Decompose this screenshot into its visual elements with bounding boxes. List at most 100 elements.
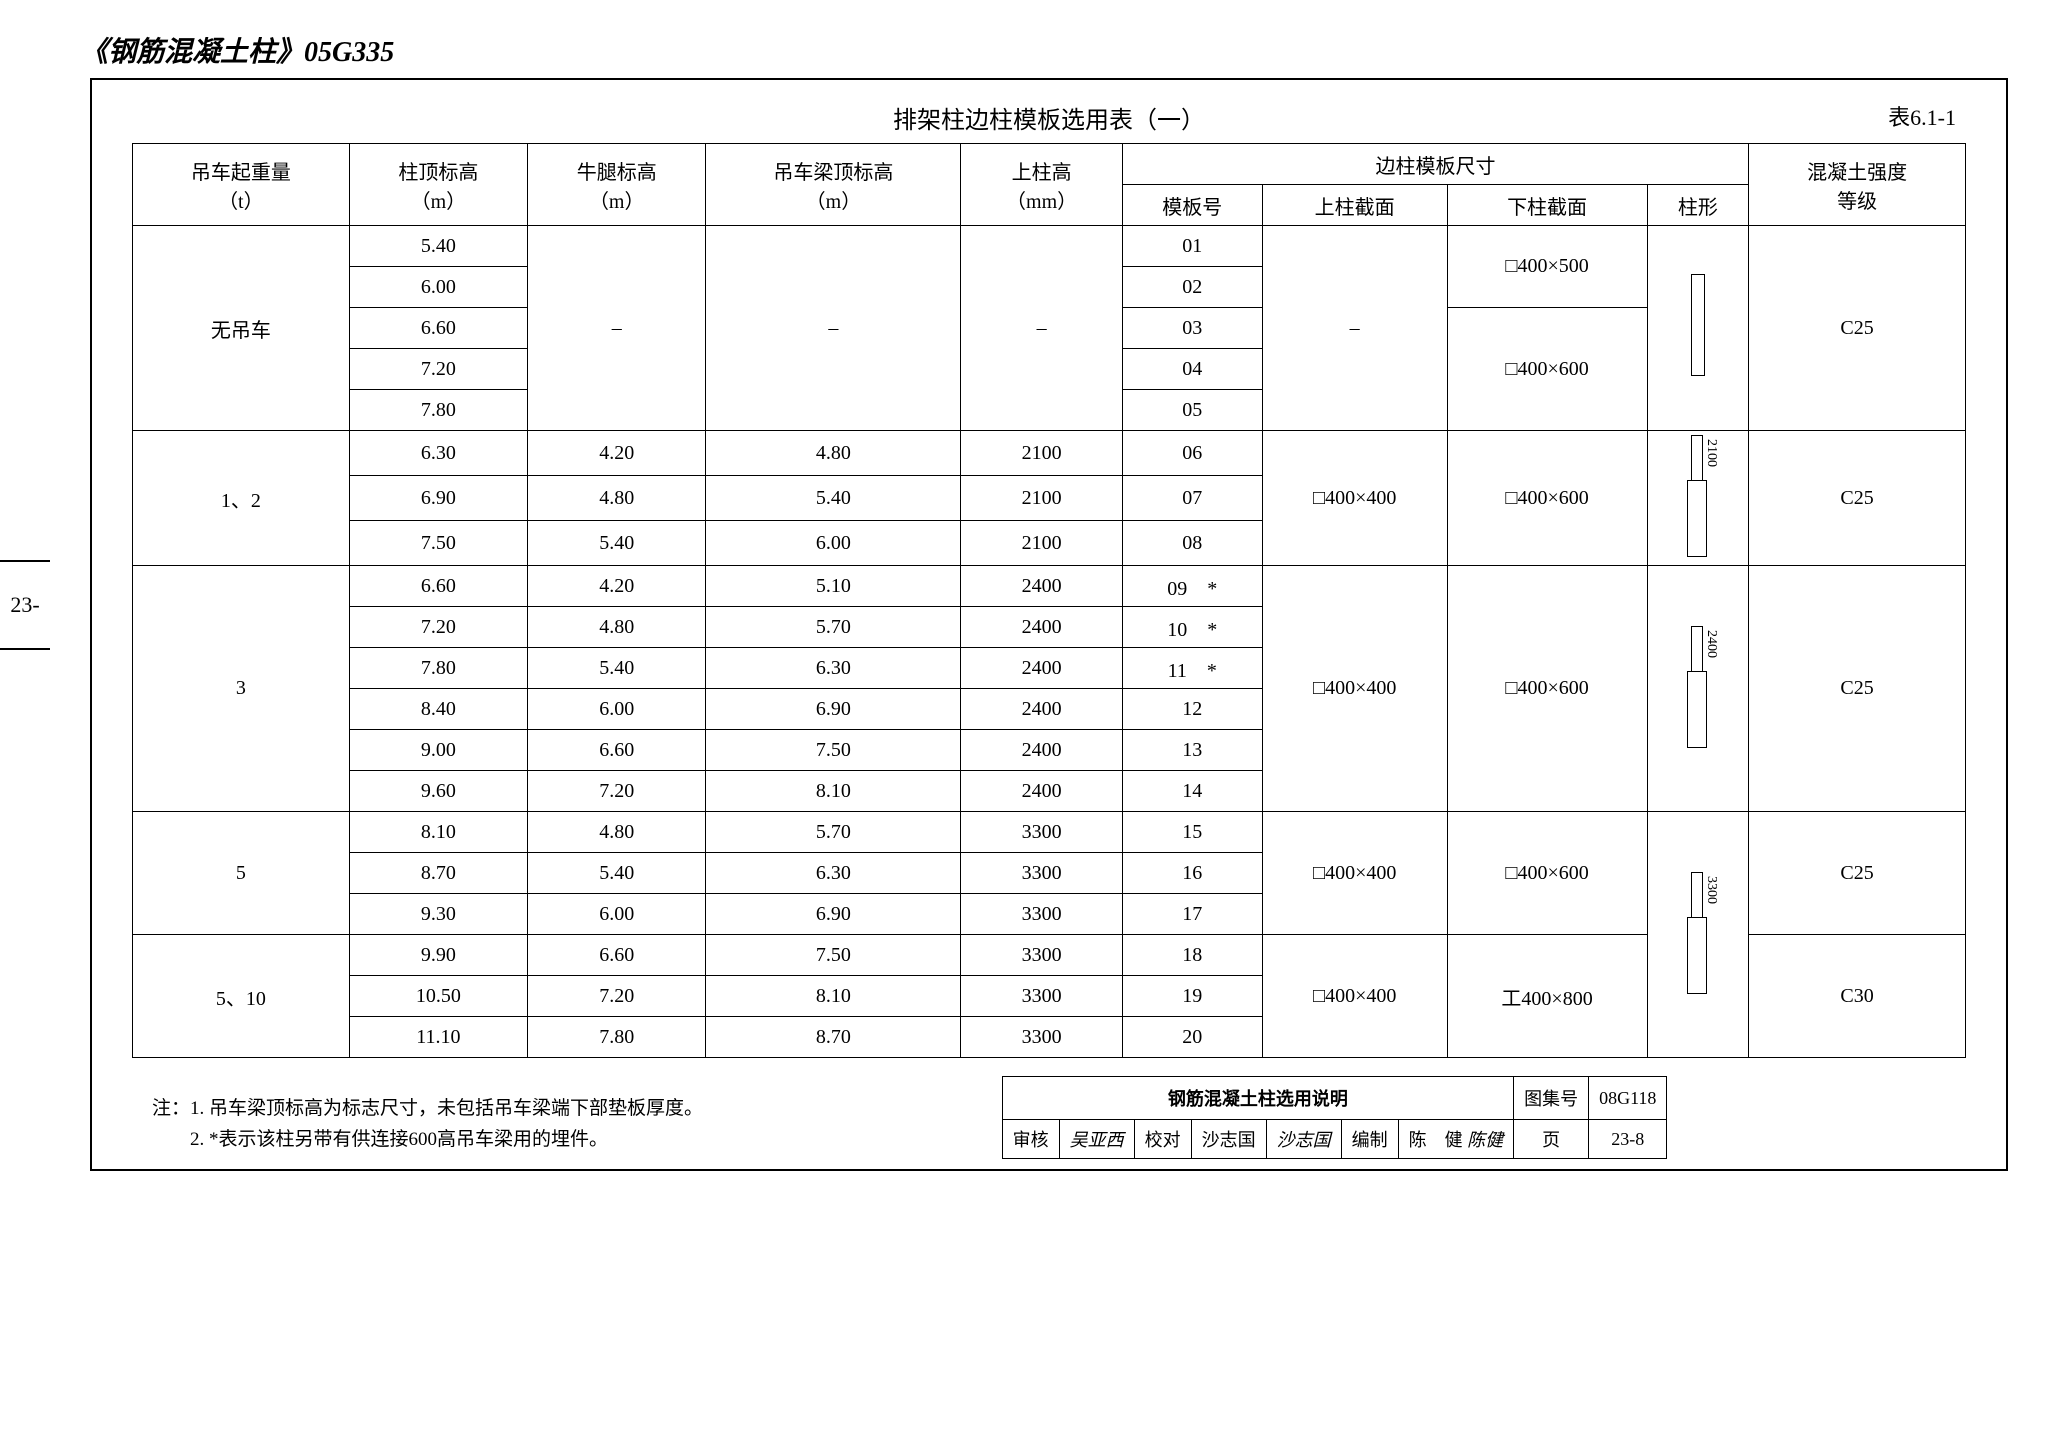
- cell-column-shape: 3300: [1647, 812, 1749, 1058]
- cell-column-shape: 2100: [1647, 431, 1749, 566]
- cell-upper-section: □400×400: [1262, 566, 1447, 812]
- notes: 注：1. 吊车梁顶标高为标志尺寸，未包括吊车梁端下部垫板厚度。 2. *表示该柱…: [152, 1094, 703, 1155]
- table-row: 无吊车5.40–––01–□400×500C25: [133, 226, 1966, 267]
- cell-top-elev: 7.80: [349, 390, 527, 431]
- cell-lower-section: □400×600: [1447, 566, 1647, 812]
- h7u: 等级: [1837, 191, 1877, 213]
- cell: 7.20: [528, 771, 706, 812]
- cell-template-no: 10 *: [1122, 607, 1262, 648]
- cell: 5.70: [706, 607, 961, 648]
- tb-check-sig: 沙志国: [1266, 1120, 1341, 1159]
- cell: 2400: [961, 771, 1122, 812]
- cell-top-elev: 6.00: [349, 267, 527, 308]
- cell-template-no: 08: [1122, 521, 1262, 566]
- cell-concrete-grade: C25: [1749, 226, 1966, 431]
- tb-draft-label: 编制: [1341, 1120, 1398, 1159]
- cell-top-elev: 6.90: [349, 476, 527, 521]
- cell-top-elev: 9.30: [349, 894, 527, 935]
- cell: 7.80: [528, 1017, 706, 1058]
- cell-template-no: 04: [1122, 349, 1262, 390]
- cell-template-no: 16: [1122, 853, 1262, 894]
- cell-top-elev: 6.60: [349, 566, 527, 607]
- cell-template-no: 12: [1122, 689, 1262, 730]
- cell-template-no: 14: [1122, 771, 1262, 812]
- cell: 4.80: [528, 476, 706, 521]
- cell: 3300: [961, 976, 1122, 1017]
- cell-template-no: 18: [1122, 935, 1262, 976]
- cell: 2100: [961, 521, 1122, 566]
- h6a: 模板号: [1122, 185, 1262, 226]
- h2: 柱顶标高: [398, 162, 478, 184]
- table-row: 1、26.304.204.80210006□400×400□400×600210…: [133, 431, 1966, 476]
- cell: 3300: [961, 853, 1122, 894]
- h4: 吊车梁顶标高: [773, 162, 893, 184]
- cell-column-shape: 2400: [1647, 566, 1749, 812]
- cell-crane: 3: [133, 566, 350, 812]
- cell: 3300: [961, 812, 1122, 853]
- cell: 8.10: [706, 771, 961, 812]
- table-row: 36.604.205.10240009 *□400×400□400×600240…: [133, 566, 1966, 607]
- cell: 6.00: [706, 521, 961, 566]
- cell-top-elev: 9.90: [349, 935, 527, 976]
- g6: 边柱模板尺寸: [1122, 144, 1748, 185]
- table-number: 表6.1-1: [1888, 100, 1956, 132]
- drawing-frame: 排架柱边柱模板选用表（一） 表6.1-1 吊车起重量（t） 柱顶标高（m） 牛腿…: [90, 78, 2008, 1171]
- cell: 6.30: [706, 853, 961, 894]
- cell: 3300: [961, 894, 1122, 935]
- cell-upper-section: □400×400: [1262, 812, 1447, 935]
- cell: 2400: [961, 648, 1122, 689]
- cell: 6.30: [706, 648, 961, 689]
- cell: 4.20: [528, 431, 706, 476]
- cell-top-elev: 8.10: [349, 812, 527, 853]
- selection-table: 吊车起重量（t） 柱顶标高（m） 牛腿标高（m） 吊车梁顶标高（m） 上柱高（m…: [132, 143, 1966, 1058]
- cell-template-no: 07: [1122, 476, 1262, 521]
- cell-template-no: 09 *: [1122, 566, 1262, 607]
- table-title: 排架柱边柱模板选用表（一）: [132, 100, 1966, 135]
- cell: 5.40: [528, 521, 706, 566]
- cell: 5.10: [706, 566, 961, 607]
- cell-span: –: [706, 226, 961, 431]
- cell-crane: 无吊车: [133, 226, 350, 431]
- cell: 5.40: [528, 853, 706, 894]
- cell-lower-section: □400×500: [1447, 226, 1647, 308]
- cell: 7.20: [528, 976, 706, 1017]
- tb-main-title: 钢筋混凝土柱选用说明: [1002, 1077, 1514, 1120]
- note-2: 2. *表示该柱另带有供连接600高吊车梁用的埋件。: [152, 1125, 703, 1155]
- cell-top-elev: 7.20: [349, 607, 527, 648]
- tb-check-label: 校对: [1134, 1120, 1191, 1159]
- cell-column-shape: [1647, 226, 1749, 431]
- h5u: （mm）: [1006, 191, 1077, 213]
- cell: 8.10: [706, 976, 961, 1017]
- cell: 2400: [961, 566, 1122, 607]
- cell-span: –: [961, 226, 1122, 431]
- cell: 7.50: [706, 935, 961, 976]
- cell-top-elev: 7.50: [349, 521, 527, 566]
- cell-span: –: [528, 226, 706, 431]
- cell: 2100: [961, 476, 1122, 521]
- tb-draft-sig: 陈健: [1467, 1130, 1503, 1150]
- cell: 2400: [961, 607, 1122, 648]
- cell-template-no: 20: [1122, 1017, 1262, 1058]
- h3: 牛腿标高: [577, 162, 657, 184]
- cell: 3300: [961, 935, 1122, 976]
- h7: 混凝土强度: [1807, 162, 1907, 184]
- cell: 5.40: [528, 648, 706, 689]
- cell-template-no: 19: [1122, 976, 1262, 1017]
- cell-top-elev: 11.10: [349, 1017, 527, 1058]
- cell-template-no: 01: [1122, 226, 1262, 267]
- cell: 4.80: [706, 431, 961, 476]
- cell: 2100: [961, 431, 1122, 476]
- cell: 6.90: [706, 689, 961, 730]
- h4u: （m）: [806, 191, 862, 213]
- tb-review-sig: 吴亚西: [1059, 1120, 1134, 1159]
- doc-title: 《钢筋混凝土柱》05G335: [80, 30, 2008, 70]
- cell: 7.50: [706, 730, 961, 771]
- cell-upper-section: □400×400: [1262, 935, 1447, 1058]
- cell-template-no: 05: [1122, 390, 1262, 431]
- h1u: （t）: [218, 191, 264, 213]
- tb-check-name: 沙志国: [1191, 1120, 1266, 1159]
- cell-top-elev: 8.70: [349, 853, 527, 894]
- tb-review-label: 审核: [1002, 1120, 1059, 1159]
- cell: 4.80: [528, 812, 706, 853]
- cell: 2400: [961, 689, 1122, 730]
